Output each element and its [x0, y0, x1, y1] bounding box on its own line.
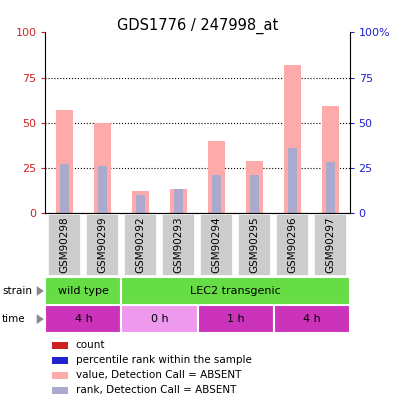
Bar: [51, 342, 68, 349]
FancyBboxPatch shape: [276, 214, 309, 275]
Bar: [51, 387, 68, 394]
Text: GSM90296: GSM90296: [288, 217, 297, 273]
Text: GSM90297: GSM90297: [325, 217, 336, 273]
Bar: [136, 195, 145, 213]
Text: time: time: [2, 314, 26, 324]
FancyBboxPatch shape: [48, 214, 81, 275]
Bar: [326, 162, 335, 213]
Text: GSM90298: GSM90298: [59, 217, 70, 273]
Text: wild type: wild type: [58, 286, 109, 296]
Text: GDS1776 / 247998_at: GDS1776 / 247998_at: [117, 18, 278, 34]
FancyBboxPatch shape: [238, 214, 271, 275]
Bar: [208, 141, 225, 213]
Text: rank, Detection Call = ABSENT: rank, Detection Call = ABSENT: [76, 385, 236, 395]
Bar: [250, 175, 259, 213]
FancyBboxPatch shape: [122, 277, 350, 305]
Text: 4 h: 4 h: [75, 314, 92, 324]
Bar: [212, 175, 221, 213]
FancyBboxPatch shape: [162, 214, 195, 275]
Text: GSM90299: GSM90299: [98, 217, 107, 273]
Bar: [98, 166, 107, 213]
Bar: [322, 107, 339, 213]
Bar: [94, 123, 111, 213]
Text: 1 h: 1 h: [227, 314, 245, 324]
Bar: [288, 148, 297, 213]
Text: GSM90295: GSM90295: [250, 217, 260, 273]
Text: GSM90292: GSM90292: [135, 217, 145, 273]
Text: 0 h: 0 h: [150, 314, 168, 324]
Text: count: count: [76, 341, 105, 350]
Text: percentile rank within the sample: percentile rank within the sample: [76, 355, 252, 365]
FancyBboxPatch shape: [86, 214, 119, 275]
Bar: [51, 357, 68, 364]
Text: value, Detection Call = ABSENT: value, Detection Call = ABSENT: [76, 370, 241, 380]
FancyBboxPatch shape: [314, 214, 347, 275]
FancyBboxPatch shape: [200, 214, 233, 275]
Text: GSM90293: GSM90293: [173, 217, 184, 273]
FancyBboxPatch shape: [45, 277, 122, 305]
Text: strain: strain: [2, 286, 32, 296]
FancyBboxPatch shape: [198, 305, 273, 333]
FancyBboxPatch shape: [45, 305, 122, 333]
FancyBboxPatch shape: [122, 305, 198, 333]
Bar: [170, 190, 187, 213]
Bar: [60, 164, 69, 213]
Bar: [246, 160, 263, 213]
Text: GSM90294: GSM90294: [211, 217, 222, 273]
FancyBboxPatch shape: [124, 214, 157, 275]
Bar: [284, 65, 301, 213]
Text: LEC2 transgenic: LEC2 transgenic: [190, 286, 281, 296]
FancyBboxPatch shape: [273, 305, 350, 333]
Bar: [132, 191, 149, 213]
Bar: [51, 372, 68, 379]
Text: 4 h: 4 h: [303, 314, 320, 324]
Bar: [174, 190, 183, 213]
Bar: [56, 110, 73, 213]
